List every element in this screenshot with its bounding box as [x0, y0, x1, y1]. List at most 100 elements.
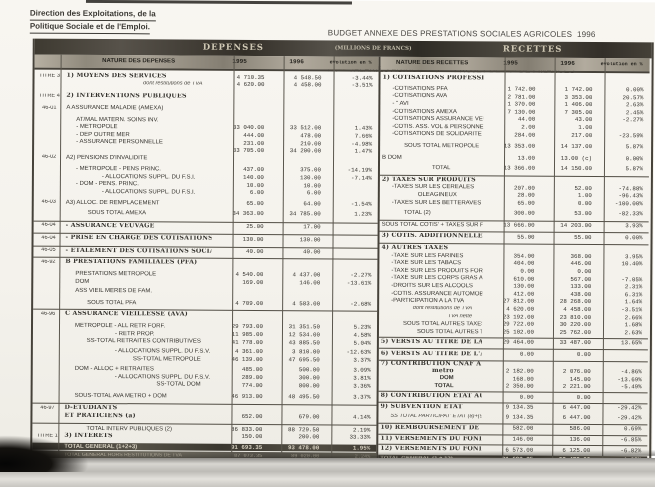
value-1995: 25.00 [246, 223, 264, 231]
value-1996: 130.00 [299, 236, 321, 243]
row-label: 6) VERSTS AU TITRE DE L'ART. L 651-1 COD… [380, 350, 482, 357]
value-1996: 800.00 [298, 382, 320, 389]
value-1996: 48 495.50 [288, 394, 320, 401]
value-1996: 146.00 [299, 280, 321, 287]
row-label: DOM [75, 278, 90, 285]
row-label: - ALLOCATIONS SUPPL. DU F.S.I. [101, 189, 196, 196]
table-row: SOUS TOTAL AMEXA 34 363.00 34 785.00 1.23% [34, 209, 378, 219]
value-1995: 0.00 [519, 351, 534, 358]
table-row: 46-04- ASSURANCE VEUVAGE 25.00 17.00 [33, 220, 378, 231]
value-1996: 679.00 [298, 414, 320, 421]
value-1996: 586.00 [569, 426, 591, 433]
row-label: -COTISATIONS DE SOLIDARITE [392, 131, 482, 138]
value-1995: 9 134.35 [505, 404, 534, 411]
value-1996: 0.00 [576, 394, 591, 401]
value-1995: 4 709.00 [235, 300, 264, 308]
value-1995: 55.00 [517, 233, 535, 241]
department-line-2: Politique Sociale et de l'Emploi. [29, 20, 151, 35]
row-label: SOUS TOTAL PFA [87, 300, 137, 307]
table-row: 1) COTISATIONS PROFESSIONNELLES (b) [381, 74, 650, 83]
table-row: DOM 169.00 146.00 -13.61% [33, 277, 377, 287]
value-1995: 29 464.00 [502, 339, 534, 346]
depenses-rows: TITRE 3 1) MOYENS DES SERVICES 4 710.35 4 5… [32, 70, 378, 461]
value-1996: 47 695.50 [288, 356, 320, 364]
value-1995: 300.00 [513, 210, 535, 218]
row-label: 10) REMBOURSEMENT DE L'AAH [380, 424, 481, 432]
row-label: SOUS TOTAL METROPOLE [404, 143, 480, 150]
recettes-band-title: RECETTES [502, 44, 563, 55]
table-row: 11) VERSEMENTS DU FONDS SPECIAL INVALIDI… [378, 433, 648, 444]
value-1995: 34 363.00 [232, 211, 264, 218]
value-1995: 91 693.35 [230, 444, 263, 452]
table-row: 3) COTIS. ADDITIONNELLE FONCIER NON BATI… [379, 230, 649, 242]
table-row: SS-TOTAL RETRAITES CONTRIBUTIVES 41 778.0… [33, 337, 377, 347]
table-row: 46-04- PRISE EN CHARGE DES COTISATIONS S… [33, 232, 378, 244]
recettes-table: NATURE DES RECETTES 1995 1996 évolution … [376, 56, 650, 473]
table-row: 8) CONTRIBUTION ETAT AUX PFA 0.00 0.00 [378, 390, 648, 402]
value-1996: 40.00 [303, 249, 321, 256]
value-1995: 46 139.00 [231, 356, 263, 363]
value-1996: 53.00 [574, 211, 592, 218]
row-label: SOUS TOTAL COTIS' + TAXES SUR PROD [381, 221, 483, 229]
value-1996: 93 478.00 [287, 445, 320, 452]
value-1996: 25 762.00 [559, 329, 591, 336]
value-1995: 65.00 [246, 200, 264, 207]
value-1995: 146.00 [512, 436, 534, 443]
value-1996: 64.00 [303, 200, 321, 208]
table-row: SS-TOTAL DOM 774.00 800.00 3.36% [33, 380, 377, 390]
document-title-line-1: BUDGET ANNEXE DES PRESTATIONS SOCIALES A… [327, 28, 596, 40]
recettes-rows: 1) COTISATIONS PROFESSIONNELLES (b) -COTI… [378, 72, 649, 473]
year-1996-header: 1996 [560, 61, 575, 68]
row-label: A ASSURANCE MALADIE (AMEXA) [66, 104, 164, 112]
row-label: SS TOTAL PARTICIPAT' ETAT (8)+(9) [390, 413, 482, 420]
value-1996: 136.00 [569, 436, 591, 444]
year-1995-header: 1995 [503, 60, 518, 67]
nature-depenses-header: NATURE DES DEPENSES [102, 58, 176, 65]
value-1995: 25 102.00 [502, 329, 534, 336]
value-1995: 13 666.00 [503, 222, 535, 229]
year-1996-header: 1996 [289, 59, 304, 66]
nature-recettes-header: NATURE DES RECETTES [395, 60, 469, 67]
row-label: 9) SUBVENTION ETAT [380, 403, 463, 411]
table-row: SOUS-TOTAL AVA METRO + DOM 46 913.00 48 49… [33, 391, 377, 401]
table-row: TITRE 4 2) INTERVENTIONS PUBLIQUES [34, 92, 378, 102]
table-row: 46-02 A2) PENSIONS D'INVALIDITE [34, 153, 378, 163]
row-label: 11) VERSEMENTS DU FONDS SPECIAL INVALIDI… [380, 435, 482, 443]
value-1996: 200.00 [298, 434, 320, 441]
row-label: 1) COTISATIONS PROFESSIONNELLES (b) [382, 74, 484, 82]
table-row: B DOM 13.00 13.00 (c) 0.00% [380, 153, 649, 162]
row-label: SS-TOTAL DOM [156, 381, 201, 388]
value-1995: 169.00 [242, 279, 264, 286]
table-row: SOUS TOTAL COTIS' + TAXES SUR PROD 13 666… [379, 219, 649, 230]
row-label: TOTAL [431, 165, 451, 172]
row-label: A2) PENSIONS D'INVALIDITE [66, 154, 148, 161]
row-label: A3) ALLOC. DE REMPLACEMENT [65, 199, 160, 206]
row-label: 5) VERSTS AU TITRE DE LA COMPENSAT' DEMO… [380, 338, 482, 346]
value-1995: 13.00 [517, 155, 536, 162]
value-1996: 55.00 [574, 234, 592, 241]
value-1995: 6.00 [249, 189, 264, 197]
value-1996: 14 150.00 [560, 166, 592, 173]
value-1995: 652.00 [241, 413, 263, 421]
table-row: 6) VERSTS AU TITRE DE L'ART. L 651-1 COD… [378, 348, 648, 359]
table-row: 46-01 A ASSURANCE MALADIE (AMEXA) [34, 103, 378, 113]
value-1995: 774.00 [241, 382, 263, 389]
table-row: ASS VIEIL MERES DE FAM. [33, 287, 377, 297]
value-1996: 6 447.00 [562, 414, 591, 421]
value-1996: 13.00 (c) [560, 155, 593, 162]
value-1996: 17.00 [303, 224, 321, 231]
row-label: dont restitutions de TVA [143, 81, 203, 87]
table-row: 46-03 A3) ALLOC. DE REMPLACEMENT 65.00 64.0… [34, 198, 378, 208]
value-1995: 9 134.35 [505, 414, 534, 421]
row-label: 8) CONTRIBUTION ETAT AUX PFA [380, 393, 482, 400]
table-row: SS TOTAL PARTICIPAT' ETAT (8)+(9) 9 134.3… [378, 412, 647, 421]
value-1995: 0.00 [519, 394, 534, 401]
value-1996: 14 137.00 [560, 143, 593, 151]
table-row: SOUS TOTAL PFA 4 709.00 4 583.00 -2.68% [33, 298, 377, 308]
table-row: 46-92 B PRESTATIONS FAMILIALES (PFA) [33, 256, 378, 268]
value-1996: 6.00 [306, 190, 321, 197]
value-1995: 284.00 [514, 132, 536, 139]
cut-off-header-line [85, 0, 352, 5]
value-1996: 14 203.00 [560, 222, 592, 230]
row-label: SS-TOTAL RETRAITES CONTRIBUTIVES [86, 338, 201, 345]
